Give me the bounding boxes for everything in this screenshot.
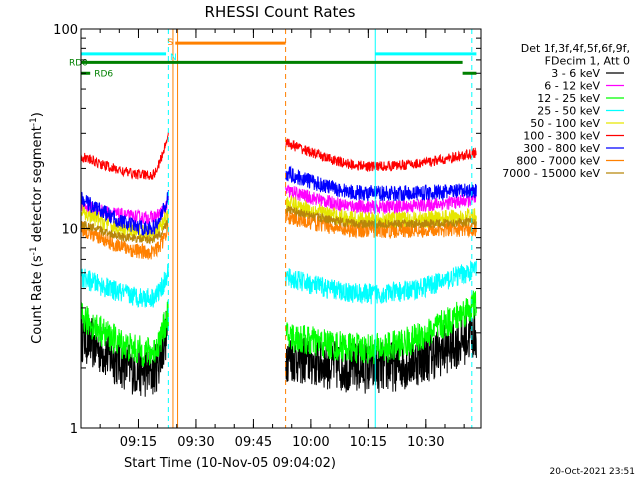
state-label-rd6: RD6	[94, 69, 113, 79]
legend-entry-3-6-kev: 3 - 6 keV	[551, 67, 600, 80]
legend-entry-50-100-kev: 50 - 100 keV	[530, 117, 600, 130]
state-bars: SN RD0 RD6	[69, 38, 477, 79]
series-100-300-kev-pre	[81, 131, 169, 180]
series-3-6-kev-post	[285, 308, 477, 394]
legend-entry-6-12-kev: 6 - 12 keV	[544, 80, 600, 93]
footer-date: 20-Oct-2021 23:51	[550, 467, 635, 477]
state-label-n: N	[170, 53, 177, 63]
x-tick-label: 10:00	[292, 435, 329, 450]
chart-title: RHESSI Count Rates	[205, 3, 356, 21]
legend-entry-300-800-kev: 300 - 800 keV	[523, 142, 600, 155]
series-7000-15000-kev-pre	[81, 217, 169, 245]
legend: Det 1f,3f,4f,5f,6f,9f,FDecim 1, Att 03 -…	[502, 42, 630, 180]
y-tick-label: 1	[70, 422, 78, 437]
legend-header: FDecim 1, Att 0	[545, 55, 630, 68]
x-tick-label: 10:15	[350, 435, 387, 450]
legend-entry-12-25-kev: 12 - 25 keV	[537, 92, 600, 105]
x-axis: 09:15 09:30 09:45 10:00 10:15 10:30	[99, 29, 465, 450]
series-100-300-kev-post	[285, 138, 477, 173]
legend-entry-100-300-kev: 100 - 300 keV	[523, 130, 600, 143]
x-tick-label: 09:45	[235, 435, 272, 450]
legend-entry-7000-15000-kev: 7000 - 15000 keV	[502, 167, 600, 180]
series-25-50-kev-pre	[81, 263, 169, 308]
state-label-rd0: RD0	[69, 58, 88, 68]
legend-header: Det 1f,3f,4f,5f,6f,9f,	[521, 42, 630, 55]
series-25-50-kev-post	[285, 260, 477, 305]
series-300-800-kev-post	[285, 165, 477, 202]
y-axis-label: Count Rate (s-1 detector segment-1)	[29, 112, 45, 344]
y-tick-label: 100	[53, 23, 78, 38]
series-12-25-kev-post	[285, 290, 477, 365]
series-300-800-kev-pre	[81, 190, 169, 237]
legend-entry-25-50-kev: 25 - 50 keV	[537, 105, 600, 118]
x-tick-label: 09:15	[120, 435, 157, 450]
legend-entry-800-7000-kev: 800 - 7000 keV	[516, 155, 600, 168]
x-axis-label: Start Time (10-Nov-05 09:04:02)	[124, 456, 336, 471]
y-axis: 1 10 100	[53, 23, 481, 437]
state-label-s: S	[168, 38, 174, 48]
series-lines	[81, 131, 477, 397]
x-tick-label: 09:30	[177, 435, 214, 450]
series-7000-15000-kev-post	[285, 205, 477, 230]
series-12-25-kev-pre	[81, 300, 169, 368]
series-6-12-kev-post	[285, 184, 477, 215]
attenuator-markers	[167, 29, 473, 428]
y-tick-label: 10	[61, 223, 78, 238]
x-tick-label: 10:30	[407, 435, 444, 450]
